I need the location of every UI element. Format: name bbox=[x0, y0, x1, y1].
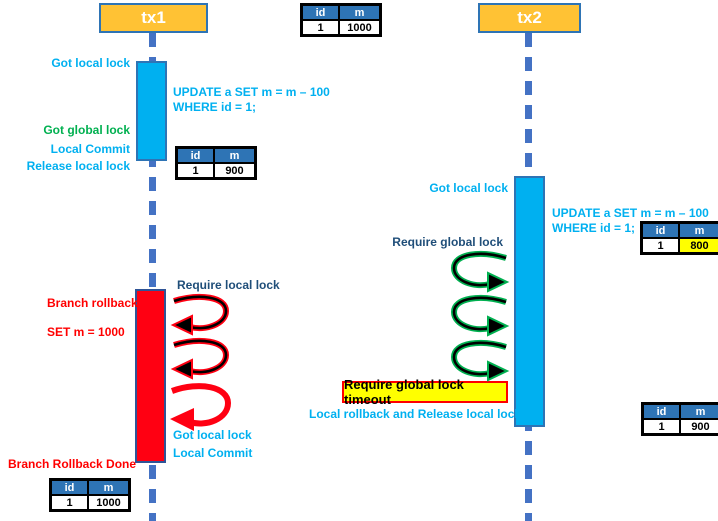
require-global-lock-arrow-1 bbox=[450, 250, 510, 293]
timeout-label: Require global lock timeout bbox=[344, 377, 464, 407]
actor-tx2: tx2 bbox=[478, 3, 581, 33]
table-cell-id: 1 bbox=[643, 419, 680, 434]
table-header-row: id m bbox=[51, 480, 129, 495]
table-cell-m: 900 bbox=[680, 419, 718, 434]
actor-tx2-label: tx2 bbox=[517, 8, 542, 27]
tx1-set-m-label: SET m = 1000 bbox=[47, 325, 125, 339]
table-cell-id: 1 bbox=[177, 163, 214, 178]
tx1-local-commit-label: Local Commit bbox=[50, 142, 130, 156]
table-header-m: m bbox=[680, 404, 718, 419]
actor-tx1: tx1 bbox=[99, 3, 208, 33]
require-global-lock-timeout-box: Require global lock timeout bbox=[342, 377, 508, 407]
table-header-id: id bbox=[643, 404, 680, 419]
tx2-got-local-lock-label: Got local lock bbox=[429, 181, 508, 195]
table-tx1-after-rollback: id m 1 1000 bbox=[49, 478, 131, 512]
tx2-update-sql-label: UPDATE a SET m = m – 100 WHERE id = 1; bbox=[552, 206, 709, 236]
tx2-update-sql-line1: UPDATE a SET m = m – 100 bbox=[552, 206, 709, 220]
actor-tx1-label: tx1 bbox=[141, 8, 166, 27]
tx1-activation-bar bbox=[136, 61, 167, 161]
table-row: 1 900 bbox=[177, 163, 255, 178]
tx1-branch-rollback-done-label: Branch Rollback Done bbox=[8, 457, 137, 471]
tx1-require-local-lock-label: Require local lock bbox=[177, 278, 280, 292]
table-header-row: id m bbox=[177, 148, 255, 163]
table-row: 1 900 bbox=[643, 419, 718, 434]
tx1-update-sql-line1: UPDATE a SET m = m – 100 bbox=[173, 85, 330, 99]
table-cell-m: 900 bbox=[214, 163, 255, 178]
table-cell-m: 1000 bbox=[339, 20, 380, 35]
require-local-lock-arrow-1 bbox=[170, 293, 230, 336]
require-global-lock-arrow-3 bbox=[450, 339, 510, 382]
tx1-local-commit-2-label: Local Commit bbox=[173, 446, 253, 460]
table-cell-id: 1 bbox=[642, 238, 679, 253]
table-header-row: id m bbox=[642, 223, 718, 238]
tx1-got-global-lock-label: Got global lock bbox=[43, 123, 130, 137]
require-global-lock-arrow-2 bbox=[450, 294, 510, 337]
table-header-row: id m bbox=[643, 404, 718, 419]
table-tx2-after-update: id m 1 800 bbox=[640, 221, 718, 255]
tx1-lifeline bbox=[149, 33, 156, 521]
tx1-update-sql-line2: WHERE id = 1; bbox=[173, 100, 257, 114]
table-row: 1 1000 bbox=[302, 20, 380, 35]
table-header-id: id bbox=[51, 480, 88, 495]
table-header-id: id bbox=[302, 5, 339, 20]
tx2-activation-bar bbox=[514, 176, 545, 427]
table-header-m: m bbox=[679, 223, 718, 238]
table-header-m: m bbox=[339, 5, 380, 20]
tx1-branch-rollback-label: Branch rollback bbox=[47, 296, 138, 310]
tx2-local-rollback-label: Local rollback and Release local lock bbox=[309, 407, 522, 421]
table-initial: id m 1 1000 bbox=[300, 3, 382, 37]
table-row: 1 1000 bbox=[51, 495, 129, 510]
table-cell-m-highlighted: 800 bbox=[679, 238, 718, 253]
table-tx1-after-update: id m 1 900 bbox=[175, 146, 257, 180]
table-cell-id: 1 bbox=[302, 20, 339, 35]
tx2-update-sql-line2: WHERE id = 1; bbox=[552, 221, 636, 235]
table-tx2-after-rollback: id m 1 900 bbox=[641, 402, 718, 436]
require-local-lock-arrow-2 bbox=[170, 337, 230, 380]
tx1-update-sql-label: UPDATE a SET m = m – 100 WHERE id = 1; bbox=[173, 85, 330, 115]
table-cell-m: 1000 bbox=[88, 495, 129, 510]
table-row: 1 800 bbox=[642, 238, 718, 253]
table-header-id: id bbox=[642, 223, 679, 238]
table-header-row: id m bbox=[302, 5, 380, 20]
require-local-lock-arrow-3 bbox=[170, 383, 232, 431]
table-cell-id: 1 bbox=[51, 495, 88, 510]
tx1-got-local-lock-label: Got local lock bbox=[51, 56, 130, 70]
tx2-require-global-lock-label: Require global lock bbox=[392, 235, 503, 249]
tx1-got-local-lock-2-label: Got local lock bbox=[173, 428, 252, 442]
table-header-m: m bbox=[88, 480, 129, 495]
table-header-m: m bbox=[214, 148, 255, 163]
table-header-id: id bbox=[177, 148, 214, 163]
tx1-branch-rollback-bar bbox=[135, 289, 166, 463]
tx1-release-local-lock-label: Release local lock bbox=[26, 159, 130, 173]
